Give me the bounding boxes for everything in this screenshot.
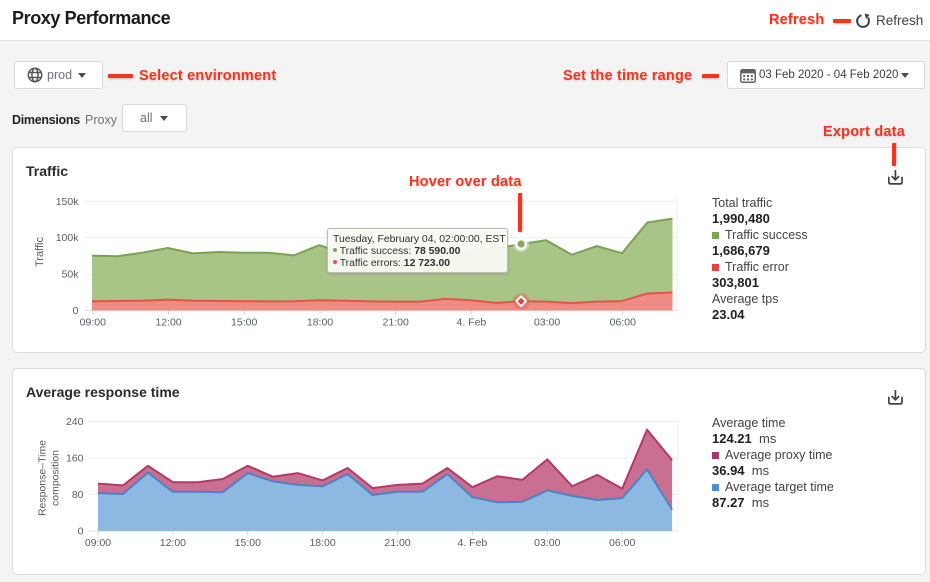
svg-text:06:00: 06:00 <box>609 317 635 329</box>
svg-text:240: 240 <box>65 416 83 428</box>
svg-text:09:00: 09:00 <box>79 317 105 329</box>
svg-text:03:00: 03:00 <box>533 317 559 329</box>
svg-text:06:00: 06:00 <box>609 537 635 549</box>
svg-text:09:00: 09:00 <box>84 537 110 549</box>
svg-text:18:00: 18:00 <box>309 537 335 549</box>
svg-text:21:00: 21:00 <box>382 317 408 329</box>
svg-text:150k: 150k <box>55 196 79 208</box>
svg-text:03:00: 03:00 <box>534 537 560 549</box>
svg-text:15:00: 15:00 <box>231 317 257 329</box>
svg-text:12:00: 12:00 <box>159 537 185 549</box>
svg-text:160: 160 <box>65 453 83 465</box>
svg-text:18:00: 18:00 <box>306 317 332 329</box>
svg-text:0: 0 <box>72 305 78 317</box>
svg-text:4. Feb: 4. Feb <box>457 537 487 549</box>
svg-text:15:00: 15:00 <box>234 537 260 549</box>
svg-text:12:00: 12:00 <box>155 317 181 329</box>
svg-text:4. Feb: 4. Feb <box>456 317 486 329</box>
svg-text:21:00: 21:00 <box>384 537 410 549</box>
svg-text:0: 0 <box>77 526 83 538</box>
svg-text:80: 80 <box>71 489 83 501</box>
svg-text:50k: 50k <box>61 269 79 281</box>
svg-text:100k: 100k <box>55 232 79 244</box>
